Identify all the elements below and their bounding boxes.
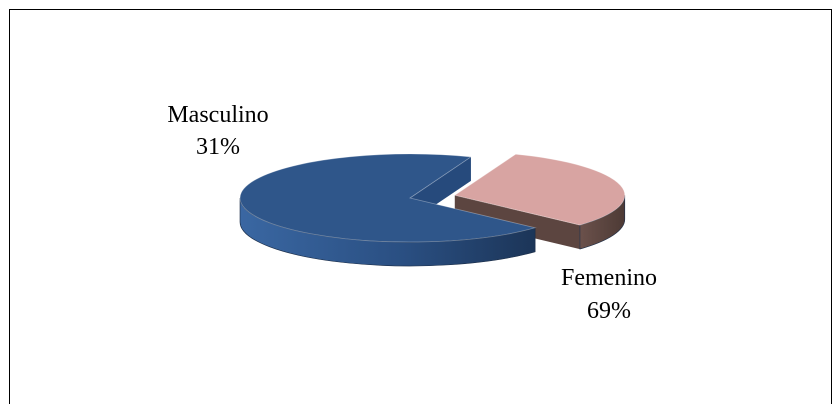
chart-frame [9, 9, 832, 404]
femenino-slice [239, 153, 537, 243]
masculino-value: 31% [196, 134, 240, 160]
femenino-value: 69% [587, 298, 631, 324]
femenino-label: Femenino [561, 265, 657, 291]
masculino-slice [453, 153, 626, 226]
masculino-label: Masculino [167, 102, 268, 128]
masculino-cut-wall-1 [454, 195, 580, 250]
masculino-outer-wall [579, 195, 626, 250]
